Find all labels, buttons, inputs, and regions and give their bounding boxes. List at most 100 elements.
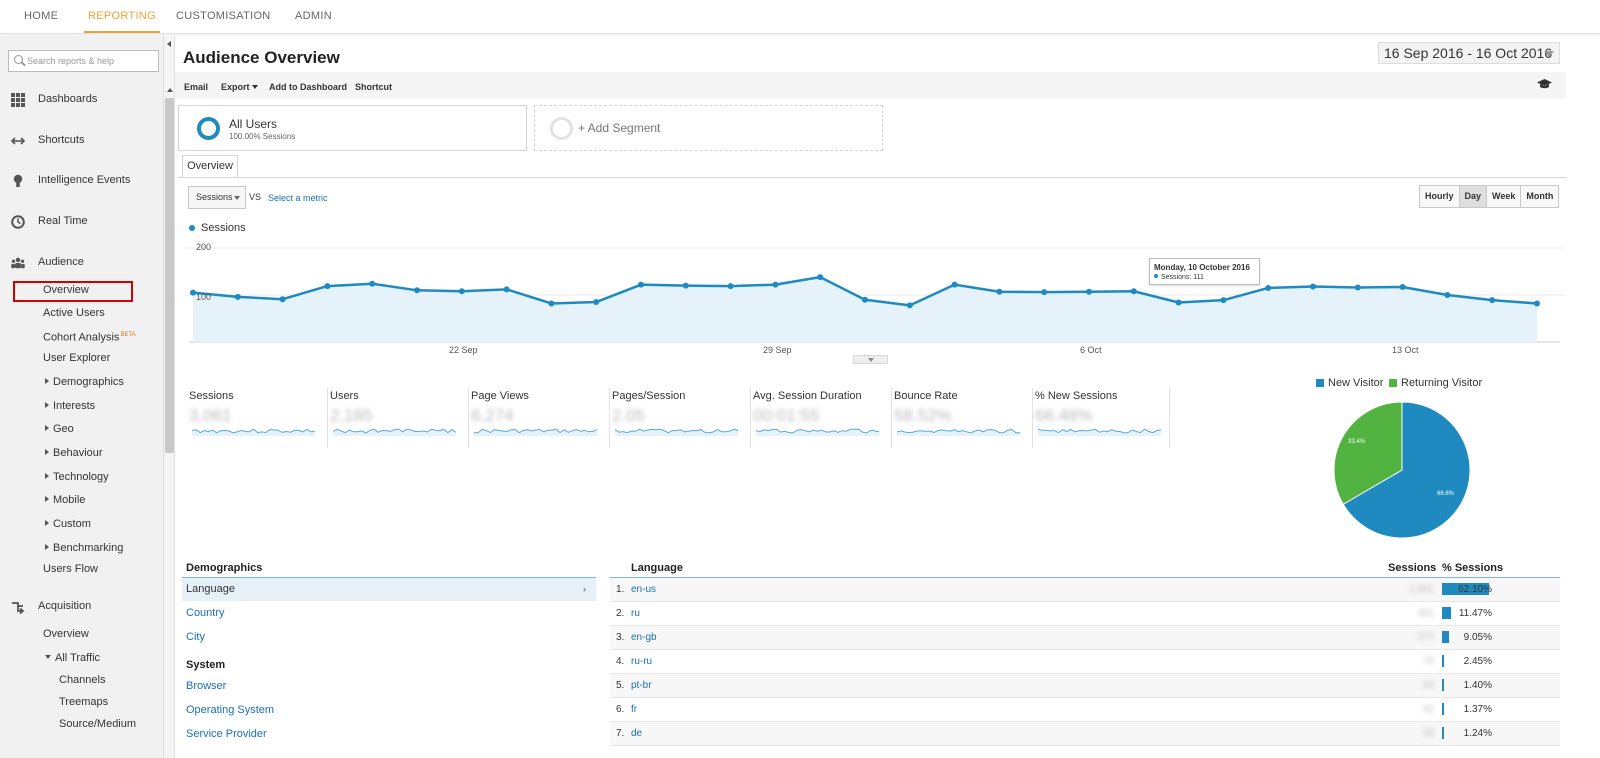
- data-point: [1310, 283, 1316, 290]
- collapse-sidebar-icon[interactable]: [167, 41, 171, 47]
- scroll-thumb[interactable]: [165, 98, 174, 453]
- sidebar-item-shortcuts[interactable]: Shortcuts: [0, 126, 163, 156]
- sidebar-item-dashboards[interactable]: Dashboards: [0, 85, 163, 115]
- language-link[interactable]: pt-br: [631, 680, 652, 691]
- granularity-day[interactable]: Day: [1459, 186, 1488, 207]
- row-rank: 4.: [616, 656, 625, 667]
- language-link[interactable]: fr: [631, 704, 638, 715]
- tab-admin[interactable]: ADMIN: [295, 10, 332, 22]
- data-point: [1175, 299, 1182, 306]
- data-point: [996, 288, 1003, 295]
- search-box[interactable]: [8, 50, 159, 72]
- sidebar-item-technology[interactable]: Technology: [45, 469, 109, 485]
- empty-segment-ring-icon: [550, 117, 573, 140]
- sidebar-item-label: Shortcuts: [38, 134, 85, 146]
- scroll-up-icon[interactable]: [167, 88, 173, 92]
- granularity-week[interactable]: Week: [1487, 186, 1522, 207]
- sidebar-item-audience[interactable]: Audience: [0, 248, 163, 278]
- collapse-chart-button[interactable]: [853, 355, 888, 364]
- sidebar-item-acq-overview[interactable]: Overview: [43, 628, 89, 640]
- sidebar-item-real-time[interactable]: Real Time: [0, 207, 163, 237]
- kpi-pages-per-session[interactable]: Pages/Session 2.05: [609, 388, 752, 448]
- row-rank: 5.: [616, 680, 625, 691]
- system-item-browser[interactable]: Browser: [186, 680, 227, 692]
- granularity-month[interactable]: Month: [1526, 191, 1554, 201]
- language-link[interactable]: de: [631, 728, 643, 739]
- series-area: [193, 277, 1537, 342]
- select-metric-link[interactable]: Select a metric: [268, 193, 328, 203]
- sidebar-item-benchmarking[interactable]: Benchmarking: [45, 540, 123, 556]
- sessions-chart[interactable]: [185, 236, 1565, 362]
- sidebar-item-source-medium[interactable]: Source/Medium: [59, 718, 137, 730]
- sidebar-item-overview[interactable]: Overview: [43, 284, 89, 296]
- demographics-item-city[interactable]: City: [186, 631, 205, 643]
- sidebar-item-custom[interactable]: Custom: [45, 516, 91, 532]
- pct-bar: [1442, 679, 1444, 691]
- sidebar-item-mobile[interactable]: Mobile: [45, 492, 85, 508]
- add-to-dashboard-button[interactable]: Add to Dashboard: [269, 82, 347, 92]
- sidebar-item-users-flow[interactable]: Users Flow: [43, 563, 99, 575]
- add-segment-button[interactable]: + Add Segment: [534, 105, 883, 151]
- language-link[interactable]: en-gb: [631, 632, 657, 643]
- search-input[interactable]: [27, 53, 155, 69]
- row-pct: 1.24%: [1463, 728, 1492, 739]
- column-header-sessions[interactable]: Sessions: [1388, 562, 1437, 574]
- kpi-users[interactable]: Users 2,185: [327, 388, 470, 448]
- tab-overview[interactable]: Overview: [182, 155, 238, 178]
- granularity-hourly[interactable]: Hourly: [1420, 186, 1460, 207]
- sessions-line-chart[interactable]: [185, 236, 1565, 362]
- date-range-picker[interactable]: 16 Sep 2016 - 16 Oct 2016: [1378, 42, 1560, 64]
- graduation-cap-icon[interactable]: [1537, 79, 1552, 89]
- sidebar-item-channels[interactable]: Channels: [59, 674, 106, 686]
- tab-reporting[interactable]: REPORTING: [84, 0, 160, 33]
- shortcut-arrows-icon: [11, 137, 25, 145]
- sidebar-item-user-explorer[interactable]: User Explorer: [43, 352, 111, 364]
- x-tick-label: 22 Sep: [449, 345, 478, 355]
- kpi-new-sessions[interactable]: % New Sessions 66.48%: [1032, 388, 1175, 448]
- kpi-sparkline: [897, 428, 1021, 436]
- sidebar-item-geo[interactable]: Geo: [45, 421, 74, 437]
- segment-all-users[interactable]: All Users 100.00% Sessions: [178, 105, 527, 151]
- kpi-bounce-rate[interactable]: Bounce Rate 58.52%: [891, 388, 1034, 448]
- sidebar-scrollbar[interactable]: [164, 35, 175, 758]
- kpi-sessions[interactable]: Sessions 3,061: [189, 388, 329, 448]
- column-header-pct-sessions[interactable]: % Sessions: [1442, 562, 1504, 574]
- sidebar-item-behaviour[interactable]: Behaviour: [45, 445, 103, 461]
- search-icon: [14, 55, 23, 64]
- sidebar-item-demographics[interactable]: Demographics: [45, 374, 124, 390]
- sidebar-item-intelligence-events[interactable]: Intelligence Events: [0, 166, 163, 196]
- export-button[interactable]: Export: [221, 82, 259, 92]
- metric-selector-label: Sessions: [196, 192, 233, 202]
- row-sessions: 351: [1417, 608, 1434, 619]
- sparkline-line: [1038, 428, 1162, 434]
- pie-slice-label: 33.4%: [1348, 439, 1366, 445]
- system-item-service-provider[interactable]: Service Provider: [186, 728, 267, 740]
- sidebar-item-interests[interactable]: Interests: [45, 398, 95, 414]
- tab-home[interactable]: HOME: [24, 10, 59, 22]
- demographics-item-country[interactable]: Country: [186, 607, 225, 619]
- system-item-operating-system[interactable]: Operating System: [186, 704, 275, 716]
- row-pct: 2.45%: [1463, 656, 1492, 667]
- pct-bar: [1442, 727, 1444, 739]
- clock-icon: [11, 215, 25, 229]
- sidebar-item-all-traffic[interactable]: All Traffic: [45, 650, 100, 666]
- shortcut-button[interactable]: Shortcut: [355, 82, 392, 92]
- tab-customisation[interactable]: CUSTOMISATION: [176, 10, 271, 22]
- sidebar-item-acquisition[interactable]: Acquisition: [0, 592, 163, 622]
- metric-selector[interactable]: Sessions: [188, 186, 246, 209]
- demographics-item-language[interactable]: Language ›: [182, 578, 596, 601]
- kpi-page-views[interactable]: Page Views 6,274: [468, 388, 611, 448]
- kpi-value: 00:01:55: [753, 406, 820, 425]
- visitor-type-pie-chart[interactable]: [1333, 401, 1471, 539]
- sidebar-item-active-users[interactable]: Active Users: [43, 307, 105, 319]
- sparkline-area: [474, 429, 597, 436]
- sidebar-item-cohort-analysis[interactable]: Cohort AnalysisBETA: [43, 327, 136, 344]
- language-link[interactable]: en-us: [631, 584, 657, 595]
- language-link[interactable]: ru-ru: [631, 656, 653, 667]
- email-button[interactable]: Email: [184, 82, 209, 92]
- granularity-toggle: Hourly Day Week Month: [1419, 185, 1560, 208]
- language-link[interactable]: ru: [631, 608, 640, 619]
- kpi-avg-session-duration[interactable]: Avg. Session Duration 00:01:55: [750, 388, 893, 448]
- sidebar-item-treemaps[interactable]: Treemaps: [59, 696, 109, 708]
- pie-slice: [1342, 401, 1471, 539]
